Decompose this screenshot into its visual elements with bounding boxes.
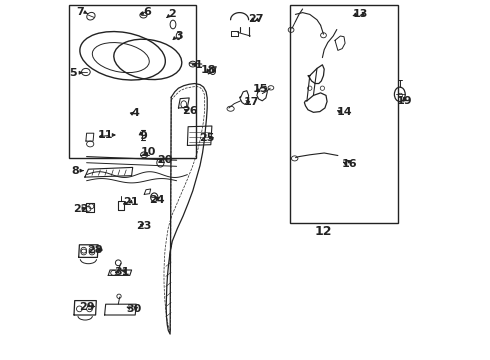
Text: 25: 25 [199, 132, 215, 143]
Text: 10: 10 [141, 147, 156, 157]
Text: 6: 6 [143, 6, 151, 17]
Text: 9: 9 [140, 131, 147, 141]
Text: 21: 21 [123, 197, 138, 207]
Text: 24: 24 [149, 195, 165, 205]
Text: 5: 5 [69, 68, 77, 78]
Text: 30: 30 [126, 304, 142, 314]
Text: 13: 13 [352, 9, 368, 19]
Text: 18: 18 [200, 65, 216, 75]
Bar [69, 5, 196, 158]
Text: 27: 27 [248, 14, 264, 24]
Text: 31: 31 [114, 267, 129, 277]
Text: 11: 11 [98, 130, 113, 140]
Bar [290, 5, 398, 223]
Text: 20: 20 [157, 155, 173, 165]
Text: 19: 19 [396, 96, 412, 106]
Text: 3: 3 [176, 31, 183, 41]
Text: 23: 23 [136, 221, 151, 231]
Text: 29: 29 [79, 302, 95, 312]
Text: 17: 17 [244, 96, 259, 107]
Text: 22: 22 [74, 204, 89, 214]
Text: 1: 1 [195, 60, 202, 70]
Text: 7: 7 [76, 6, 84, 17]
Text: 14: 14 [336, 107, 352, 117]
Text: 4: 4 [131, 108, 139, 118]
Text: 15: 15 [253, 84, 269, 94]
Text: 26: 26 [182, 106, 198, 116]
Text: 28: 28 [87, 245, 102, 255]
Text: 8: 8 [71, 166, 79, 176]
Text: 2: 2 [169, 9, 176, 19]
Text: 12: 12 [315, 225, 332, 238]
Text: 16: 16 [342, 159, 357, 169]
